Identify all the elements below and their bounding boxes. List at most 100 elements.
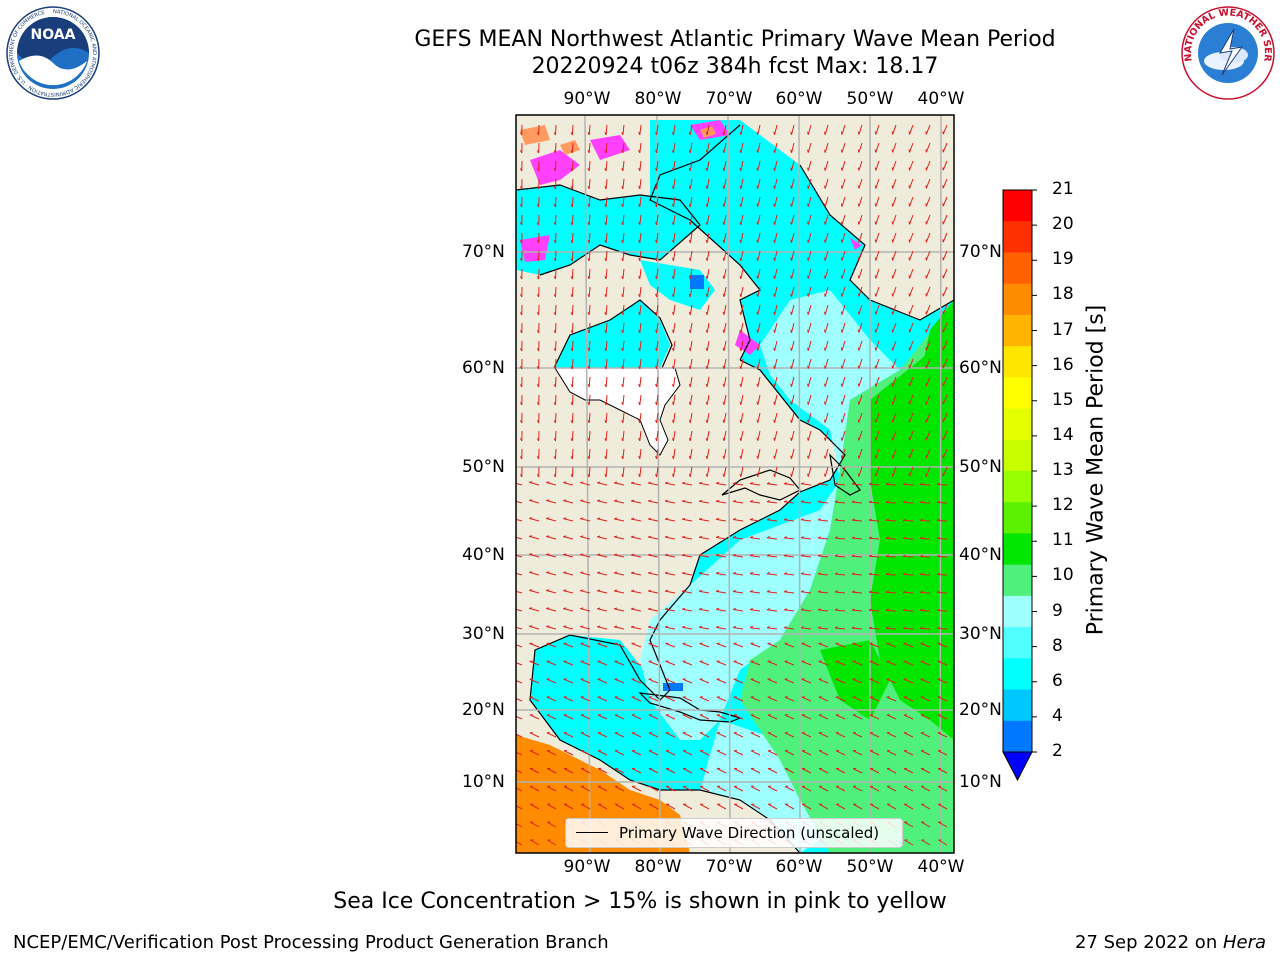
- wave-arrow: [588, 412, 591, 424]
- wave-arrow: [903, 732, 914, 738]
- wave-arrow: [631, 554, 642, 558]
- wave-arrow: [818, 750, 829, 756]
- wave-arrow-head: [715, 517, 720, 520]
- wave-arrow: [875, 304, 880, 315]
- wave-arrow: [791, 124, 795, 135]
- wave-arrow-head: [519, 150, 523, 154]
- wave-arrow: [588, 286, 591, 298]
- wave-arrow: [936, 502, 948, 504]
- wave-arrow: [716, 608, 727, 612]
- wave-arrow: [869, 643, 880, 648]
- wave-arrow-head: [732, 482, 737, 484]
- wave-arrow: [902, 591, 914, 594]
- wave-arrow: [841, 160, 846, 171]
- wave-arrow-head: [807, 185, 809, 189]
- wave-arrow-head: [851, 536, 855, 539]
- wave-arrow-head: [773, 329, 776, 333]
- lat-label-right-20n: 20°N: [959, 700, 1002, 720]
- wave-arrow-head: [597, 625, 601, 628]
- wave-arrow: [614, 750, 625, 756]
- wave-arrow-head: [631, 625, 635, 628]
- wave-arrow: [665, 590, 676, 594]
- wave-arrow-head: [536, 294, 540, 298]
- wave-arrow: [673, 142, 676, 153]
- wave-arrow: [909, 142, 914, 153]
- wave-arrow: [622, 412, 625, 423]
- wave-arrow: [757, 340, 761, 351]
- wave-arrow: [716, 768, 727, 774]
- wave-arrow-head: [580, 499, 584, 502]
- wave-arrow: [902, 555, 914, 558]
- wave-arrow: [892, 304, 897, 315]
- wave-arrow: [875, 268, 880, 279]
- wave-arrow: [682, 732, 693, 738]
- wave-arrow: [791, 196, 795, 207]
- wave-arrow-head: [614, 589, 618, 592]
- wave-arrow: [818, 555, 829, 558]
- wave-arrow: [631, 785, 642, 792]
- wave-arrow: [920, 732, 931, 738]
- wave-arrow-head: [874, 275, 877, 279]
- wave-arrow-head: [621, 456, 624, 460]
- wave-arrow: [869, 660, 880, 666]
- wave-arrow-head: [868, 554, 872, 557]
- wave-arrow: [942, 448, 948, 459]
- wave-arrow: [733, 643, 744, 648]
- wave-arrow: [791, 268, 795, 279]
- wave-arrow-head: [756, 275, 759, 279]
- wave-arrow-head: [800, 554, 804, 557]
- wave-arrow: [699, 678, 710, 684]
- lat-label-right-40n: 40°N: [959, 545, 1002, 565]
- wave-arrow-head: [919, 572, 923, 575]
- wave-arrow-head: [783, 536, 788, 539]
- wave-arrow: [909, 448, 914, 459]
- wave-arrow: [921, 821, 931, 828]
- wave-arrow: [622, 304, 625, 315]
- wave-arrow-head: [857, 275, 860, 279]
- wave-arrow-head: [638, 131, 641, 136]
- wave-arrow: [563, 696, 574, 702]
- wave-arrow-head: [638, 257, 641, 262]
- wave-arrow: [925, 268, 931, 279]
- wave-arrow: [875, 286, 880, 297]
- wave-arrow-head: [621, 438, 624, 442]
- wave-arrow-head: [546, 481, 550, 483]
- wave-arrow: [656, 394, 659, 405]
- wave-arrow-head: [756, 401, 759, 405]
- wave-arrow-head: [546, 607, 550, 609]
- wave-arrow: [555, 340, 557, 352]
- wave-arrow-head: [631, 481, 635, 484]
- ocean-green-medium: [870, 330, 954, 740]
- wave-arrow-head: [807, 131, 809, 135]
- wave-arrow: [757, 286, 761, 297]
- wave-arrow-head: [604, 456, 607, 460]
- wave-arrow: [673, 124, 676, 135]
- wave-arrow-head: [631, 535, 635, 538]
- wave-arrow: [886, 750, 897, 756]
- wave-arrow: [622, 196, 625, 207]
- wave-arrow: [656, 322, 659, 333]
- wave-arrow: [682, 590, 693, 594]
- wave-arrow-head: [766, 608, 771, 611]
- wave-arrow: [706, 286, 710, 297]
- wave-arrow: [784, 483, 795, 486]
- wave-arrow: [767, 627, 778, 630]
- wave-arrow: [689, 358, 693, 369]
- wave-arrow-head: [648, 481, 652, 484]
- wave-arrow-head: [857, 257, 860, 261]
- wave-arrow: [733, 785, 744, 792]
- wave-arrow: [546, 590, 557, 594]
- wave-arrow-head: [749, 572, 754, 575]
- wave-arrow: [605, 412, 608, 424]
- wave-arrow-head: [857, 185, 860, 189]
- wave-arrow-head: [580, 481, 584, 484]
- wave-arrow: [588, 268, 591, 280]
- wave-arrow-head: [638, 167, 641, 172]
- wave-arrow-head: [868, 590, 872, 593]
- wave-arrow: [903, 750, 914, 756]
- wave-arrow: [516, 608, 523, 612]
- wave-arrow: [706, 358, 710, 369]
- wave-arrow: [699, 660, 710, 666]
- wave-arrow: [563, 803, 574, 810]
- wave-arrow: [791, 358, 795, 369]
